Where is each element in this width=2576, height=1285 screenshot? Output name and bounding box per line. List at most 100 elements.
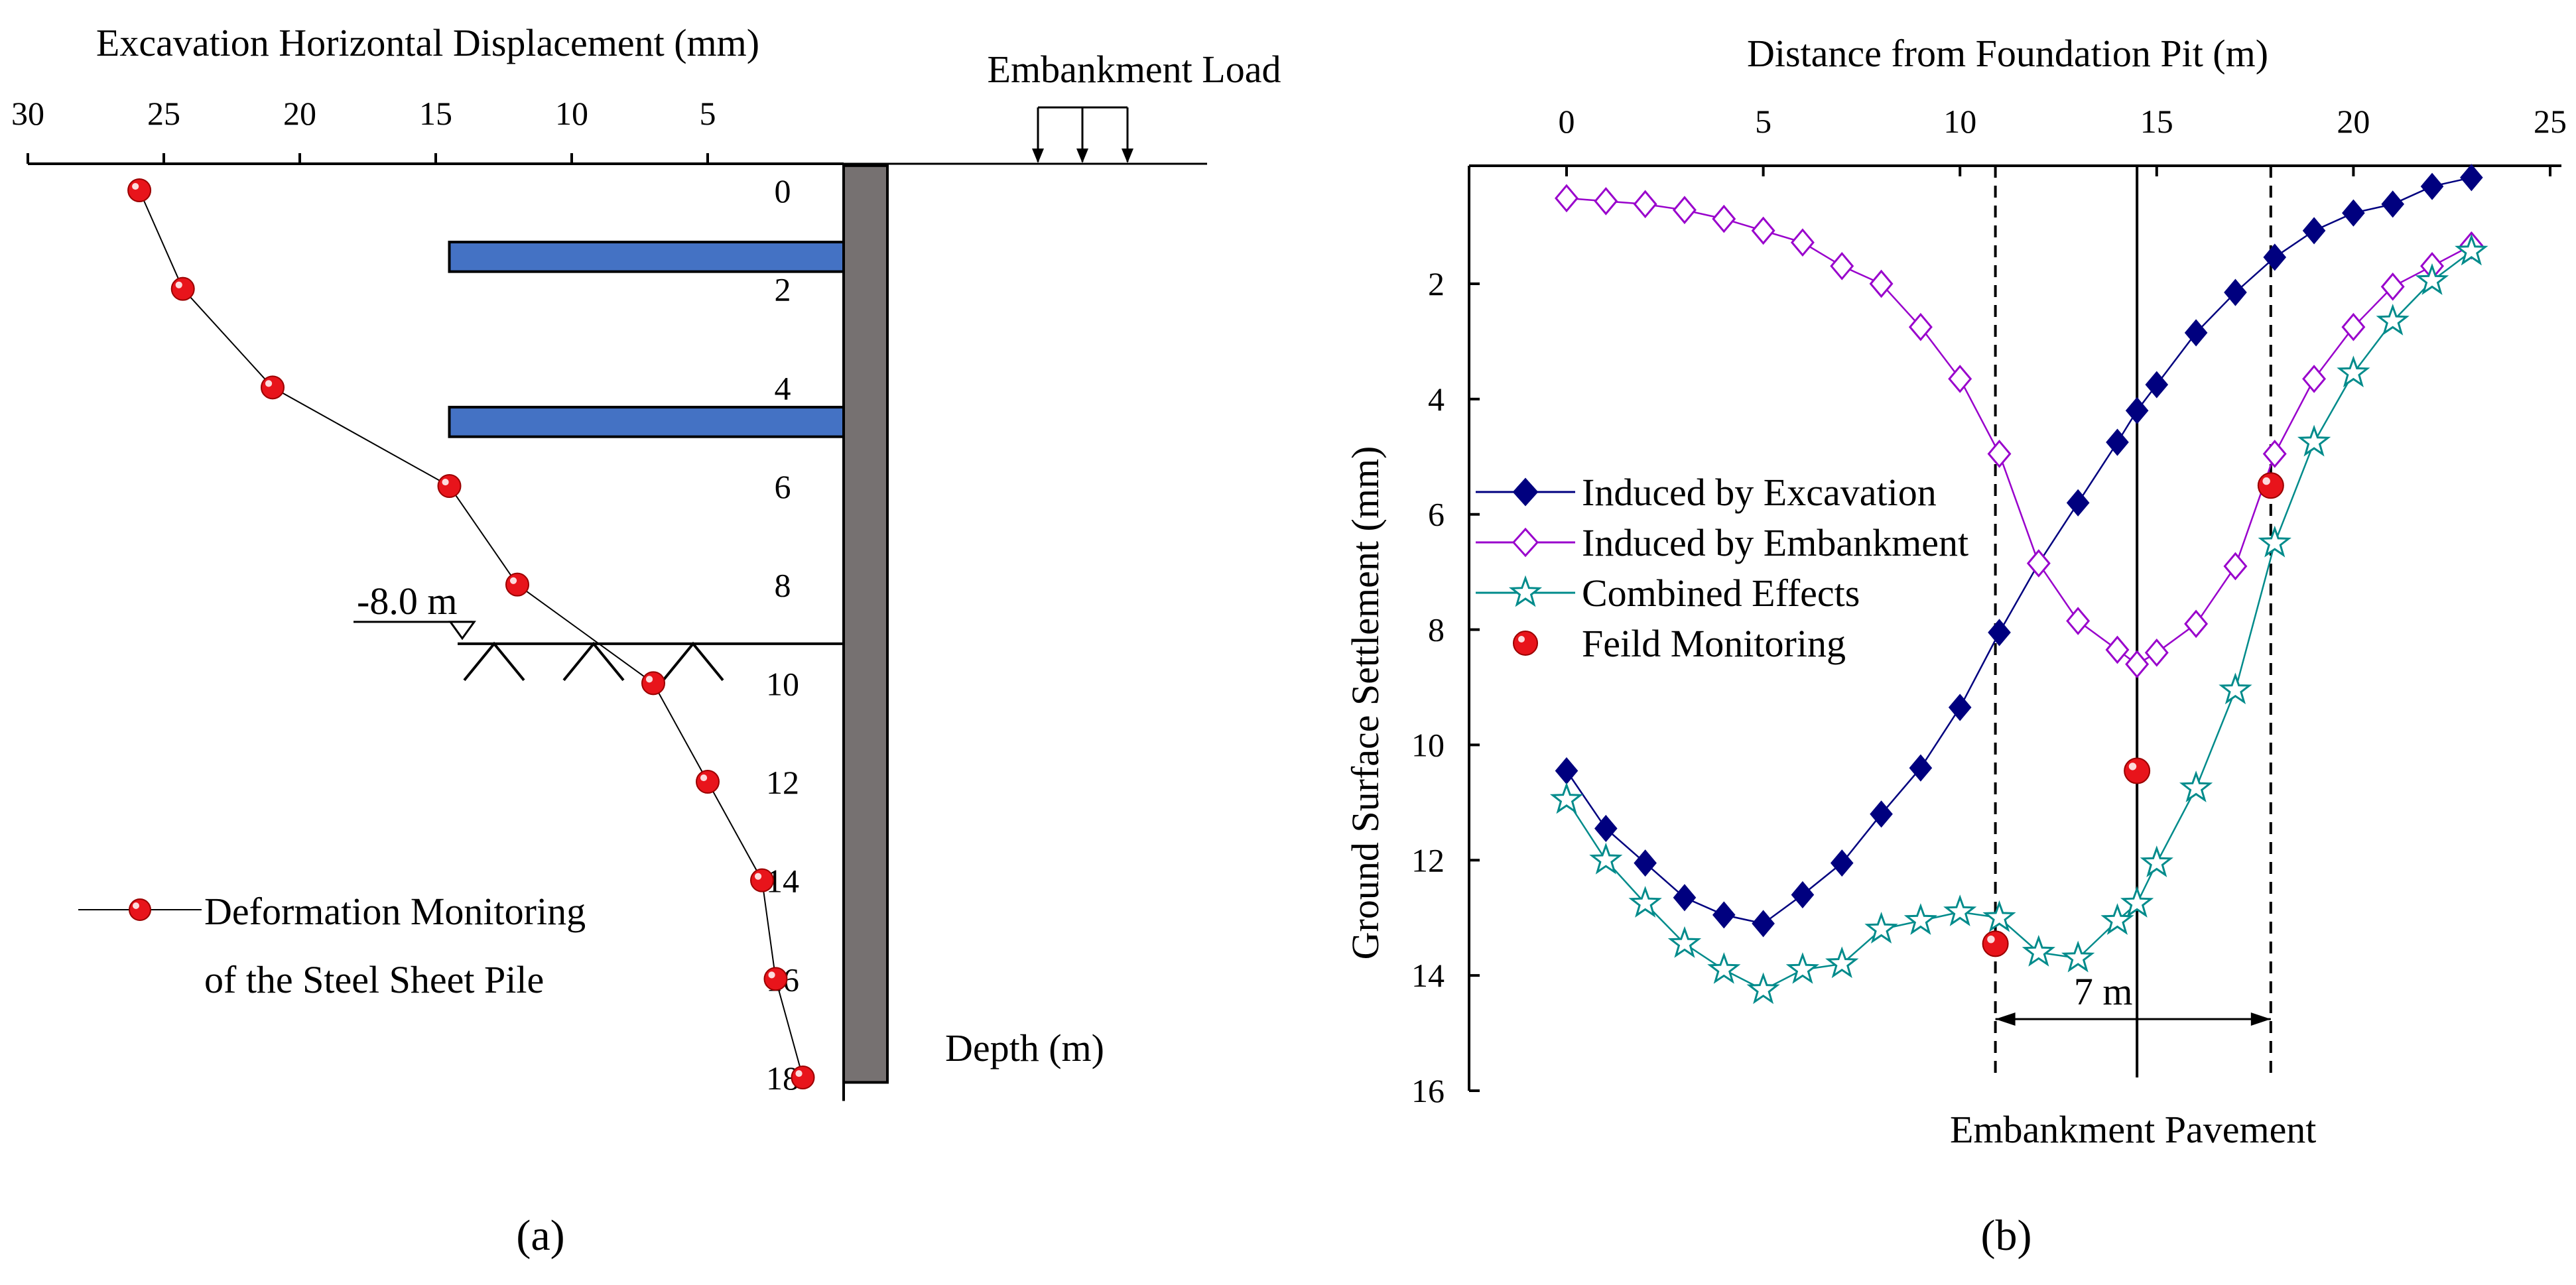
data-point — [2125, 650, 2150, 679]
panel-b: Distance from Foundation Pit (m) Ground … — [1344, 32, 2567, 1260]
data-point — [2022, 934, 2056, 967]
data-point — [1948, 365, 1972, 393]
legend-a-line-2: of the Steel Sheet Pile — [204, 958, 544, 1001]
legend-embankment-label: Induced by Embankment — [1582, 521, 1968, 564]
panel-b-y-tick-label: 6 — [1428, 496, 1445, 533]
legend-a-marker — [129, 898, 151, 921]
data-point — [2263, 243, 2287, 271]
data-point — [2420, 172, 2444, 200]
panel-a-y-tick-label: 0 — [775, 172, 791, 210]
data-point — [1982, 900, 2016, 932]
data-point — [2124, 757, 2151, 784]
data-point — [1746, 972, 1780, 1005]
panel-a-x-tick-label: 5 — [700, 95, 716, 132]
series-line — [1565, 250, 2473, 991]
legend-excavation-label: Induced by Excavation — [1582, 471, 1937, 514]
data-point — [1707, 952, 1741, 984]
panel-a-y-tick-label: 6 — [775, 468, 791, 505]
data-point — [1943, 894, 1977, 926]
data-point — [2380, 273, 2405, 301]
data-point — [1903, 903, 1938, 935]
data-point — [1594, 814, 1618, 843]
data-point — [1633, 190, 1657, 219]
data-point — [2140, 845, 2173, 877]
data-point — [1672, 196, 1697, 225]
data-point — [2066, 489, 2090, 517]
data-point — [1549, 782, 1584, 814]
data-point — [1555, 757, 1578, 785]
data-point — [1594, 187, 1618, 215]
legend-field-label: Feild Monitoring — [1582, 622, 1846, 665]
excavation-level: -8.0 m — [354, 580, 844, 682]
data-point — [2105, 635, 2130, 664]
pavement-width-dimension: 7 m — [1995, 970, 2271, 1026]
data-point — [2460, 164, 2483, 192]
deformation-marker — [505, 572, 529, 597]
data-point — [2179, 770, 2213, 803]
data-point — [2219, 672, 2252, 705]
deformation-marker — [696, 770, 720, 794]
panel-b-x-tick-label: 15 — [2140, 103, 2173, 140]
panel-b-x-tick-label: 10 — [1943, 103, 1976, 140]
deformation-marker — [437, 474, 462, 498]
deformation-marker — [791, 1066, 815, 1089]
legend-field: Feild Monitoring — [1513, 622, 1846, 665]
panel-b-y-tick-label: 8 — [1428, 611, 1445, 648]
panel-a-x-tick-label: 30 — [11, 95, 44, 132]
embankment-pavement-label: Embankment Pavement — [1950, 1108, 2316, 1151]
legend-combined: Combined Effects — [1476, 572, 1860, 615]
data-point — [1948, 694, 1972, 721]
data-point — [1555, 184, 1578, 213]
data-point — [1712, 204, 1736, 233]
panel-a-x-tick-label: 15 — [419, 95, 452, 132]
data-point — [1673, 884, 1697, 912]
data-point — [1790, 228, 1815, 257]
data-point — [2120, 886, 2154, 918]
panel-a-y-tick-label: 8 — [775, 567, 791, 604]
data-point — [2337, 355, 2370, 388]
data-point — [1870, 800, 1893, 828]
data-point — [2302, 217, 2326, 245]
deformation-markers — [127, 178, 815, 1089]
deformation-marker — [750, 868, 774, 892]
panel-b-y-tick-label: 12 — [1411, 841, 1445, 879]
panel-b-x-tick-label: 20 — [2337, 103, 2370, 140]
panel-b-y-tick-label: 2 — [1428, 265, 1445, 302]
deformation-marker — [641, 671, 665, 696]
data-point — [2184, 319, 2208, 347]
legend-embankment: Induced by Embankment — [1476, 521, 1968, 564]
legend-embankment-marker — [1512, 527, 1539, 558]
panel-b-ylabel: Ground Surface Settlement (mm) — [1344, 446, 1387, 960]
panel-a-ylabel: Depth (m) — [945, 1026, 1104, 1070]
panel-a-x-axis: 30 25 20 15 10 5 — [11, 95, 716, 164]
hatch-mark — [662, 641, 724, 682]
panel-a-x-tick-label: 10 — [555, 95, 588, 132]
series-induced-by-excavation — [1555, 164, 2483, 938]
data-point — [2106, 428, 2129, 456]
panel-a-x-tick-label: 25 — [147, 95, 180, 132]
panel-a-y-axis: 024681012141618 — [766, 172, 799, 1097]
data-point — [1634, 849, 1657, 877]
data-point — [1982, 930, 2009, 957]
legend-a-line-1: Deformation Monitoring — [204, 890, 586, 933]
steel-sheet-pile — [842, 164, 889, 1084]
excavation-level-label: -8.0 m — [357, 580, 457, 623]
panel-a-y-tick-label: 2 — [775, 271, 791, 308]
data-point — [1825, 946, 1859, 979]
data-point — [2224, 278, 2247, 306]
panel-a-xlabel: Excavation Horizontal Displacement (mm) — [96, 21, 759, 64]
deformation-marker — [127, 178, 152, 202]
hatch-mark — [562, 641, 625, 682]
series-feild-monitoring — [1982, 472, 2284, 957]
embankment-load-arrows — [1032, 106, 1133, 163]
data-point — [2066, 607, 2091, 635]
panel-b-x-axis: 0 5 10 15 20 25 — [1559, 103, 2567, 176]
data-point — [2144, 639, 2169, 667]
panel-b-y-tick-label: 4 — [1428, 381, 1445, 418]
data-point — [1988, 619, 2011, 646]
series-combined-effects — [1549, 233, 2488, 1005]
embankment-load-label: Embankment Load — [988, 48, 1281, 91]
panel-a: Excavation Horizontal Displacement (mm) … — [11, 21, 1281, 1260]
legend-excavation-marker — [1512, 477, 1539, 507]
